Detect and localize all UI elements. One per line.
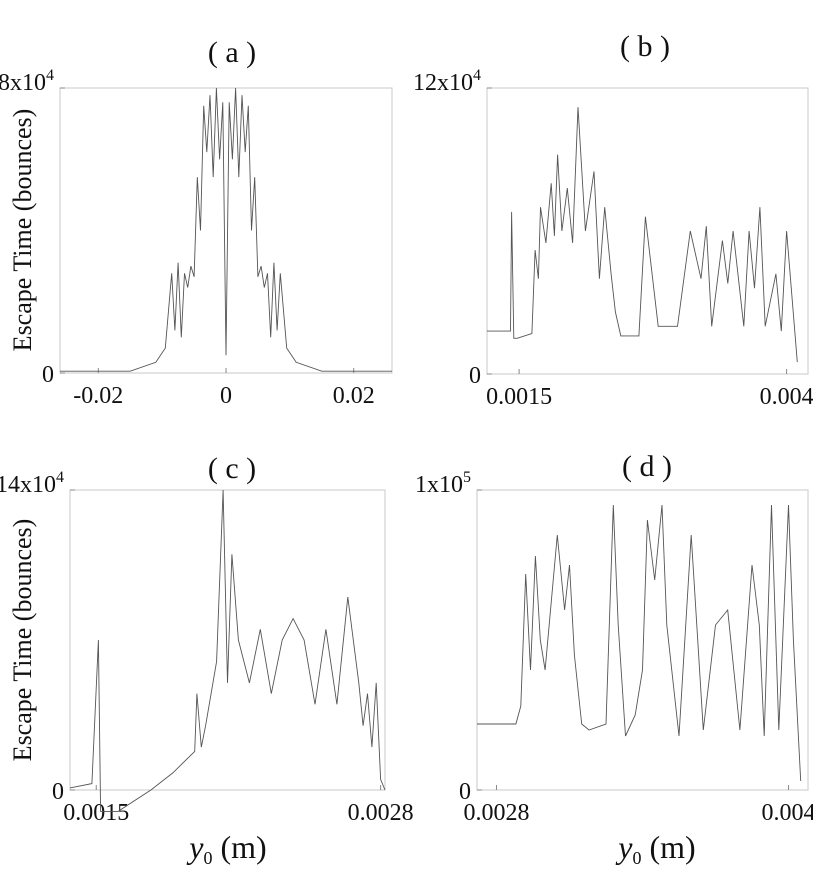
- series-line-0: [69, 489, 386, 812]
- plot-frame: [486, 87, 809, 375]
- y-axis-label: Escape Time (bounces): [8, 519, 37, 762]
- panel-title: ( b ): [620, 30, 670, 63]
- y-axis-label: Escape Time (bounces): [8, 109, 37, 352]
- x-tick-label: 0.0028: [463, 800, 529, 826]
- series-line-0: [487, 107, 798, 363]
- x-tick-label: 0.0028: [348, 800, 414, 826]
- x-tick-label: 0.0015: [486, 384, 552, 410]
- x-tick-label: 0: [220, 383, 232, 409]
- y-tick-label: 0: [42, 362, 54, 388]
- y-tick-label: 8x104: [0, 67, 54, 96]
- series-line-0: [477, 504, 802, 782]
- chart-panel-3: ( d ) 0 1x105 0.0028 0.004: [415, 450, 813, 826]
- panel-title: ( d ): [622, 450, 672, 483]
- y-tick-label: 0: [459, 779, 471, 805]
- x-tick-label: 0.02: [333, 383, 375, 409]
- x-tick-label: -0.02: [73, 383, 123, 409]
- panel-title: ( a ): [208, 36, 256, 69]
- y-tick-label: 14x104: [0, 469, 64, 498]
- x-tick-label: 0.0015: [63, 800, 129, 826]
- x-axis-label: y0 (m): [186, 829, 266, 868]
- plot-frame: [69, 489, 386, 791]
- y-tick-label: 1x105: [415, 469, 471, 498]
- series-line-0: [60, 87, 392, 372]
- y-tick-label: 12x104: [413, 67, 481, 96]
- chart-panel-0: ( a ) 0 8x104 -0.02 0 0.02 Escape Time (bounce…: [0, 36, 393, 409]
- x-tick-label: 0.004: [762, 800, 813, 826]
- y-tick-label: 0: [469, 363, 481, 389]
- panel-title: ( c ): [208, 452, 256, 485]
- plot-frame: [476, 489, 809, 791]
- x-axis-label: y0 (m): [615, 829, 695, 868]
- x-tick-label: 0.004: [760, 384, 813, 410]
- chart-panel-1: ( b ) 0 12x104 0.0015 0.004: [413, 30, 813, 410]
- chart-panel-2: ( c ) 0 14x104 0.0015 0.0028 Escape Time (bou…: [0, 452, 414, 826]
- y-tick-label: 0: [52, 779, 64, 805]
